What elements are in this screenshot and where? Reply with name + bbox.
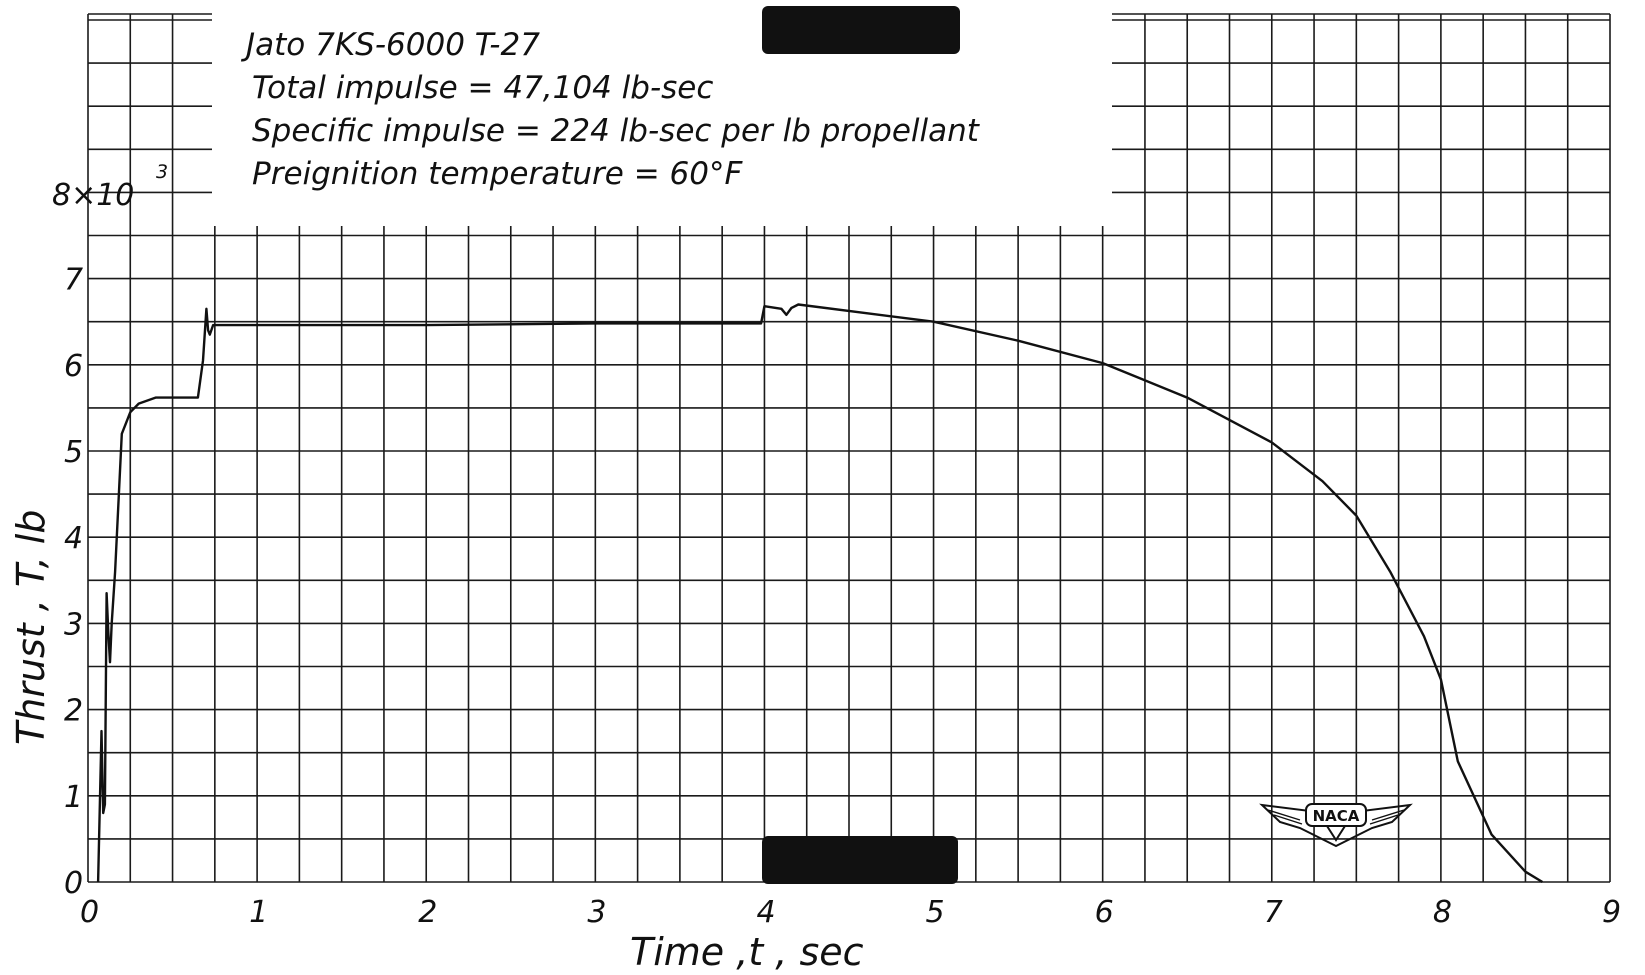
annotation-line-2: Total impulse = 47,104 lb-sec: [252, 70, 713, 106]
naca-logo-text: NACA: [1313, 807, 1360, 825]
redaction-bar-top: [762, 6, 960, 54]
y-tick-label: 0: [64, 866, 83, 901]
naca-logo: NACA: [1259, 803, 1413, 848]
y-tick-label: 3: [64, 607, 83, 642]
y-multiplier-label: 8×10: [52, 178, 134, 213]
redaction-bar-bottom: [762, 836, 958, 884]
annotation-line-4: Preignition temperature = 60°F: [252, 156, 743, 192]
thrust-curve: [96, 303, 1544, 884]
x-tick-label: 5: [926, 895, 945, 930]
annotation-line-3: Specific impulse = 224 lb-sec per lb pro…: [252, 113, 981, 149]
x-tick-label: 7: [1264, 895, 1283, 930]
x-axis-title: Time ,t , sec: [630, 930, 864, 974]
y-axis-title: Thrust , T, lb: [9, 510, 53, 745]
x-tick-label: 2: [418, 895, 437, 930]
y-tick-label: 5: [64, 435, 83, 470]
x-tick-label: 0: [80, 895, 99, 930]
x-tick-label: 8: [1433, 895, 1452, 930]
y-tick-label: 2: [64, 694, 83, 729]
y-tick-label: 4: [64, 521, 83, 556]
y-tick-label: 6: [64, 349, 83, 384]
y-tick-labels: 0 1 2 3 4 5 6 7: [64, 263, 83, 901]
x-tick-labels: 0 1 2 3 4 5 6 7 8 9: [80, 895, 1621, 930]
x-tick-label: 3: [587, 895, 606, 930]
x-tick-label: 9: [1602, 895, 1621, 930]
y-tick-label: 7: [64, 263, 83, 298]
x-tick-label: 6: [1095, 895, 1114, 930]
y-multiplier-exponent: 3: [156, 161, 168, 183]
info-box: [212, 12, 1112, 226]
annotation-line-1: Jato 7KS-6000 T-27: [240, 27, 540, 63]
y-tick-label: 1: [64, 780, 83, 815]
x-tick-label: 4: [756, 895, 775, 930]
x-tick-label: 1: [249, 895, 268, 930]
